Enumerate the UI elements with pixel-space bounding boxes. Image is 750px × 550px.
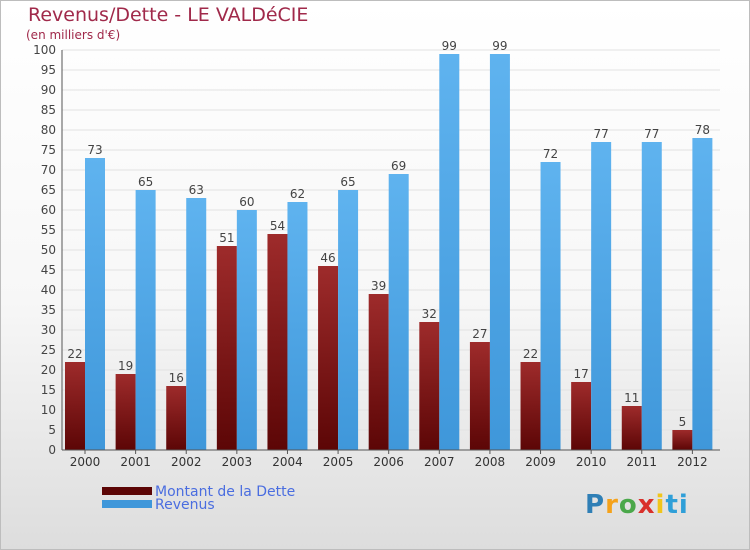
- debt-bar: [520, 362, 541, 450]
- data-label: 5: [679, 415, 687, 429]
- legend-swatch: [102, 487, 152, 495]
- debt-bar: [115, 374, 136, 450]
- y-tick-label: 10: [41, 403, 56, 417]
- debt-bar: [419, 322, 440, 450]
- data-label: 32: [422, 307, 437, 321]
- data-label: 22: [523, 347, 538, 361]
- revenue-bar: [186, 198, 207, 450]
- y-tick-label: 60: [41, 203, 56, 217]
- y-tick-label: 75: [41, 143, 56, 157]
- revenue-bar: [135, 190, 156, 450]
- legend-label: Revenus: [155, 497, 215, 513]
- data-label: 11: [624, 391, 639, 405]
- revenue-bar: [540, 162, 561, 450]
- data-label: 62: [290, 187, 305, 201]
- x-tick-label: 2007: [424, 455, 455, 469]
- revenue-bar: [338, 190, 359, 450]
- y-tick-label: 40: [41, 283, 56, 297]
- revenue-bar: [287, 202, 308, 450]
- revenue-bar: [85, 158, 105, 450]
- debt-bar: [216, 246, 237, 450]
- data-label: 63: [189, 183, 204, 197]
- data-label: 72: [543, 147, 558, 161]
- x-tick-label: 2003: [222, 455, 253, 469]
- debt-bar: [672, 430, 693, 450]
- chart-subtitle: (en milliers d'€): [26, 28, 121, 42]
- revenue-bar: [641, 142, 662, 450]
- y-tick-label: 55: [41, 223, 56, 237]
- y-tick-label: 20: [41, 363, 56, 377]
- data-label: 73: [87, 143, 102, 157]
- debt-bar: [368, 294, 389, 450]
- y-tick-label: 80: [41, 123, 56, 137]
- data-label: 51: [219, 231, 234, 245]
- data-label: 46: [320, 251, 335, 265]
- data-label: 99: [492, 39, 507, 53]
- x-tick-label: 2011: [626, 455, 657, 469]
- data-label: 65: [340, 175, 355, 189]
- y-tick-label: 30: [41, 323, 56, 337]
- y-tick-label: 15: [41, 383, 56, 397]
- y-tick-label: 100: [33, 43, 56, 57]
- y-tick-label: 0: [48, 443, 56, 457]
- data-label: 78: [695, 123, 710, 137]
- x-tick-label: 2010: [576, 455, 607, 469]
- data-label: 54: [270, 219, 285, 233]
- y-tick-label: 35: [41, 303, 56, 317]
- chart-title: Revenus/Dette - LE VALDéCIE: [28, 4, 309, 26]
- data-label: 19: [118, 359, 133, 373]
- debt-bar: [318, 266, 339, 450]
- x-tick-label: 2000: [70, 455, 101, 469]
- revenue-bar: [439, 54, 460, 450]
- x-tick-label: 2009: [525, 455, 556, 469]
- y-tick-label: 65: [41, 183, 56, 197]
- legend-swatch: [102, 500, 152, 508]
- data-label: 69: [391, 159, 406, 173]
- x-tick-label: 2002: [171, 455, 202, 469]
- data-label: 99: [442, 39, 457, 53]
- revenue-bar: [692, 138, 713, 450]
- x-tick-label: 2004: [272, 455, 303, 469]
- y-tick-label: 50: [41, 243, 56, 257]
- data-label: 16: [169, 371, 184, 385]
- x-tick-label: 2006: [373, 455, 404, 469]
- proxiti-logo: Proxiti: [585, 490, 689, 520]
- revenue-bar: [489, 54, 510, 450]
- debt-bar: [469, 342, 490, 450]
- x-tick-label: 2012: [677, 455, 708, 469]
- debt-bar: [621, 406, 642, 450]
- data-label: 65: [138, 175, 153, 189]
- x-tick-label: 2001: [120, 455, 151, 469]
- revenue-bar: [388, 174, 409, 450]
- debt-bar: [571, 382, 592, 450]
- data-label: 39: [371, 279, 386, 293]
- debt-bar: [65, 362, 85, 450]
- y-tick-label: 95: [41, 63, 56, 77]
- data-label: 27: [472, 327, 487, 341]
- y-tick-label: 45: [41, 263, 56, 277]
- legend-label: Montant de la Dette: [155, 484, 295, 500]
- x-tick-label: 2008: [475, 455, 506, 469]
- debt-bar: [267, 234, 288, 450]
- y-tick-label: 85: [41, 103, 56, 117]
- y-tick-label: 5: [48, 423, 56, 437]
- data-label: 77: [594, 127, 609, 141]
- data-label: 77: [644, 127, 659, 141]
- debt-bar: [166, 386, 187, 450]
- x-tick-label: 2005: [323, 455, 354, 469]
- revenue-bar: [236, 210, 257, 450]
- y-tick-label: 90: [41, 83, 56, 97]
- revenue-bar: [591, 142, 612, 450]
- data-label: 60: [239, 195, 254, 209]
- y-tick-label: 70: [41, 163, 56, 177]
- y-tick-label: 25: [41, 343, 56, 357]
- data-label: 22: [67, 347, 82, 361]
- data-label: 17: [574, 367, 589, 381]
